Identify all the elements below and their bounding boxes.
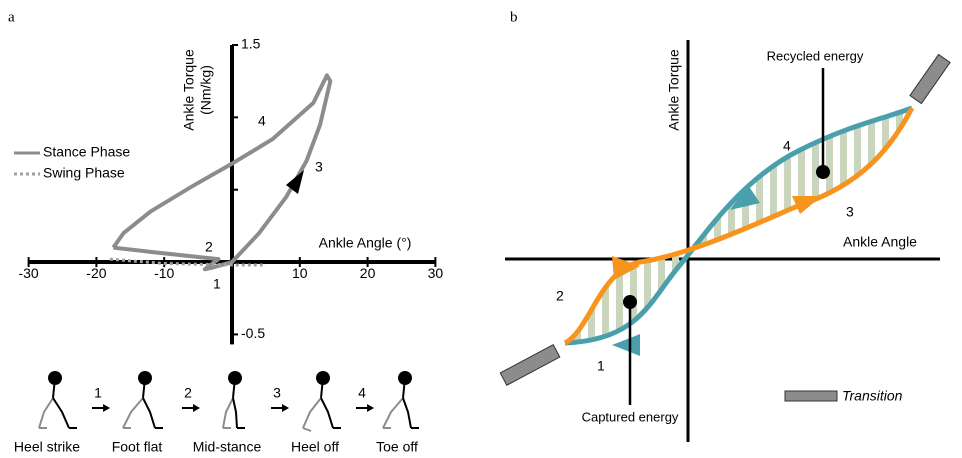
x-tick-label: 30 [428, 265, 444, 281]
transition-block [909, 53, 951, 105]
arrow [612, 256, 640, 280]
gait-label: Heel off [291, 439, 339, 455]
gait-leg [302, 397, 322, 429]
gait-arrowhead [282, 404, 289, 412]
legend-label: Stance Phase [43, 144, 130, 160]
legend-label: Swing Phase [43, 165, 125, 181]
gait-leg [142, 397, 156, 429]
x-tick-label: -20 [86, 265, 106, 281]
series-line [111, 73, 333, 272]
arrow [792, 196, 822, 214]
energy-area [565, 108, 912, 343]
x-tick-label: 20 [360, 265, 376, 281]
phase-number: 4 [783, 138, 791, 154]
x-tick-label: -30 [18, 265, 38, 281]
x-tick-label: 10 [292, 265, 308, 281]
arrow [612, 334, 640, 356]
phase-number: 3 [846, 204, 854, 220]
callout-dot [816, 165, 830, 179]
callout-dot [623, 295, 637, 309]
annotation: 1 [213, 276, 221, 292]
gait-label: Heel strike [14, 439, 80, 455]
gait-trunk [52, 377, 56, 399]
y-tick-label: -0.5 [241, 325, 265, 341]
y-axis-label: Ankle Torque [666, 49, 682, 131]
x-tick-label: -10 [154, 265, 174, 281]
y-tick-label: 1.5 [241, 36, 261, 52]
transition-block [499, 344, 561, 386]
gait-step: 1 [94, 385, 102, 401]
x-axis-label: Ankle Angle (°) [319, 235, 412, 251]
panel-label: b [510, 9, 518, 25]
gait-arrowhead [103, 404, 110, 412]
gait-leg [222, 397, 234, 429]
annotation: 2 [205, 239, 213, 255]
x-axis-label: Ankle Angle [843, 234, 917, 250]
gait-step: 3 [273, 385, 281, 401]
gait-arrowhead [367, 404, 374, 412]
gait-foot [302, 427, 312, 432]
gait-trunk [142, 377, 146, 399]
gait-step: 2 [184, 385, 192, 401]
gait-leg [52, 397, 70, 429]
gait-leg [320, 397, 334, 429]
arrow [730, 185, 760, 210]
gait-leg [232, 397, 238, 429]
gait-label: Foot flat [112, 439, 163, 455]
panel-label: a [8, 9, 15, 25]
legend-label: Transition [842, 388, 903, 404]
annotation: 4 [258, 113, 266, 129]
gait-leg [382, 397, 404, 429]
gait-trunk [232, 377, 236, 399]
gait-trunk [320, 377, 324, 399]
gait-step: 4 [358, 385, 366, 401]
gait-leg [402, 397, 412, 429]
panel-b-graphics [499, 40, 951, 442]
gait-leg [38, 397, 54, 429]
callout: Captured energy [582, 409, 679, 424]
arrow [286, 170, 304, 194]
legend-swatch [784, 390, 838, 402]
y-axis-label: Ankle Torque [181, 49, 197, 131]
annotation: 3 [315, 159, 323, 175]
gait-arrowhead [193, 404, 200, 412]
gait-label: Mid-stance [193, 439, 262, 455]
callout: Recycled energy [767, 48, 864, 63]
series-line [109, 257, 266, 267]
gait-trunk [402, 377, 406, 399]
gait-leg [122, 397, 144, 429]
curve-orange [563, 106, 915, 346]
gait-label: Toe off [376, 439, 418, 455]
curve-teal [564, 105, 913, 346]
y-axis-label: (Nm/kg) [198, 65, 214, 115]
phase-number: 2 [556, 288, 564, 304]
phase-number: 1 [597, 358, 605, 374]
